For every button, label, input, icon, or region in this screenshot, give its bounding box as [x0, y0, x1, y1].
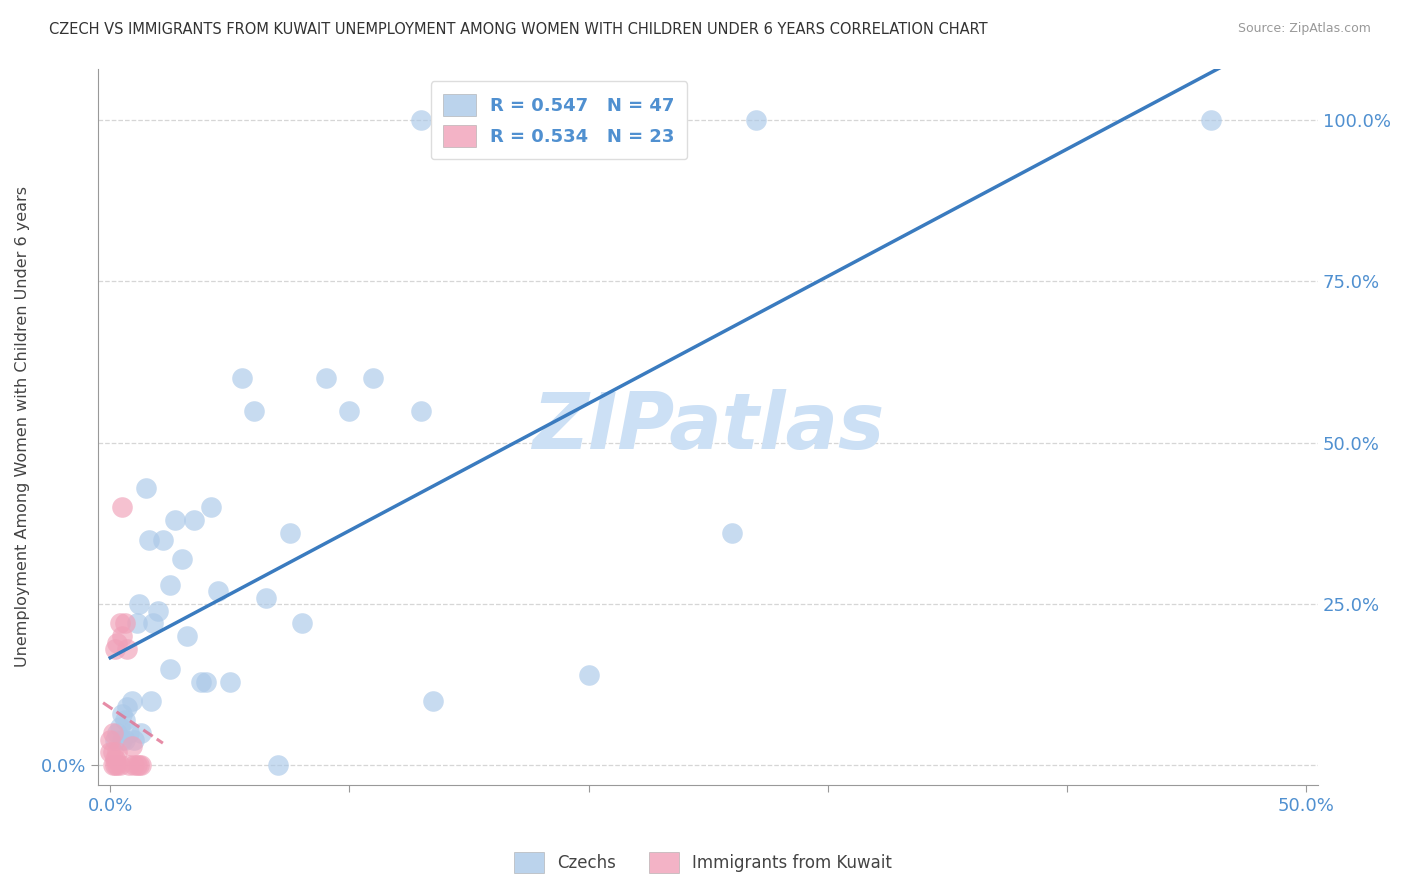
Point — [104, 758, 127, 772]
Point — [98, 732, 121, 747]
Point — [159, 662, 181, 676]
Point — [122, 758, 145, 772]
Point — [135, 481, 157, 495]
Point — [159, 578, 181, 592]
Point — [114, 616, 136, 631]
Point — [104, 752, 127, 766]
Point — [104, 642, 127, 657]
Point — [411, 403, 433, 417]
Point — [101, 726, 124, 740]
Point — [176, 629, 198, 643]
Point — [745, 113, 768, 128]
Y-axis label: Unemployment Among Women with Children Under 6 years: Unemployment Among Women with Children U… — [15, 186, 30, 667]
Point — [131, 758, 153, 772]
Point — [98, 746, 121, 760]
Point — [107, 636, 129, 650]
Point — [183, 513, 205, 527]
Point — [107, 746, 129, 760]
Point — [242, 403, 264, 417]
Point — [111, 732, 134, 747]
Point — [139, 694, 162, 708]
Point — [118, 726, 141, 740]
Point — [128, 597, 150, 611]
Text: CZECH VS IMMIGRANTS FROM KUWAIT UNEMPLOYMENT AMONG WOMEN WITH CHILDREN UNDER 6 Y: CZECH VS IMMIGRANTS FROM KUWAIT UNEMPLOY… — [49, 22, 988, 37]
Point — [339, 403, 361, 417]
Point — [207, 584, 229, 599]
Legend: R = 0.547   N = 47, R = 0.534   N = 23: R = 0.547 N = 47, R = 0.534 N = 23 — [430, 81, 688, 160]
Point — [108, 758, 131, 772]
Point — [125, 758, 148, 772]
Point — [721, 526, 744, 541]
Point — [104, 732, 127, 747]
Legend: Czechs, Immigrants from Kuwait: Czechs, Immigrants from Kuwait — [508, 846, 898, 880]
Point — [131, 726, 153, 740]
Point — [363, 371, 385, 385]
Point — [111, 706, 134, 721]
Point — [101, 758, 124, 772]
Point — [111, 629, 134, 643]
Point — [118, 758, 141, 772]
Point — [114, 713, 136, 727]
Point — [152, 533, 174, 547]
Point — [142, 616, 165, 631]
Point — [146, 603, 169, 617]
Text: Source: ZipAtlas.com: Source: ZipAtlas.com — [1237, 22, 1371, 36]
Point — [578, 668, 600, 682]
Point — [121, 694, 143, 708]
Point — [411, 113, 433, 128]
Point — [291, 616, 314, 631]
Point — [278, 526, 301, 541]
Point — [190, 674, 212, 689]
Point — [138, 533, 160, 547]
Point — [108, 616, 131, 631]
Point — [107, 726, 129, 740]
Point — [170, 552, 193, 566]
Point — [200, 500, 222, 515]
Point — [121, 739, 143, 753]
Point — [101, 746, 124, 760]
Point — [115, 700, 138, 714]
Point — [218, 674, 240, 689]
Point — [315, 371, 337, 385]
Point — [254, 591, 277, 605]
Point — [115, 642, 138, 657]
Point — [114, 732, 136, 747]
Point — [1199, 113, 1222, 128]
Point — [122, 732, 145, 747]
Point — [125, 616, 148, 631]
Point — [266, 758, 288, 772]
Point — [111, 500, 134, 515]
Point — [231, 371, 253, 385]
Point — [422, 694, 444, 708]
Point — [107, 758, 129, 772]
Point — [194, 674, 217, 689]
Point — [128, 758, 150, 772]
Text: ZIPatlas: ZIPatlas — [531, 389, 884, 465]
Point — [108, 720, 131, 734]
Point — [163, 513, 186, 527]
